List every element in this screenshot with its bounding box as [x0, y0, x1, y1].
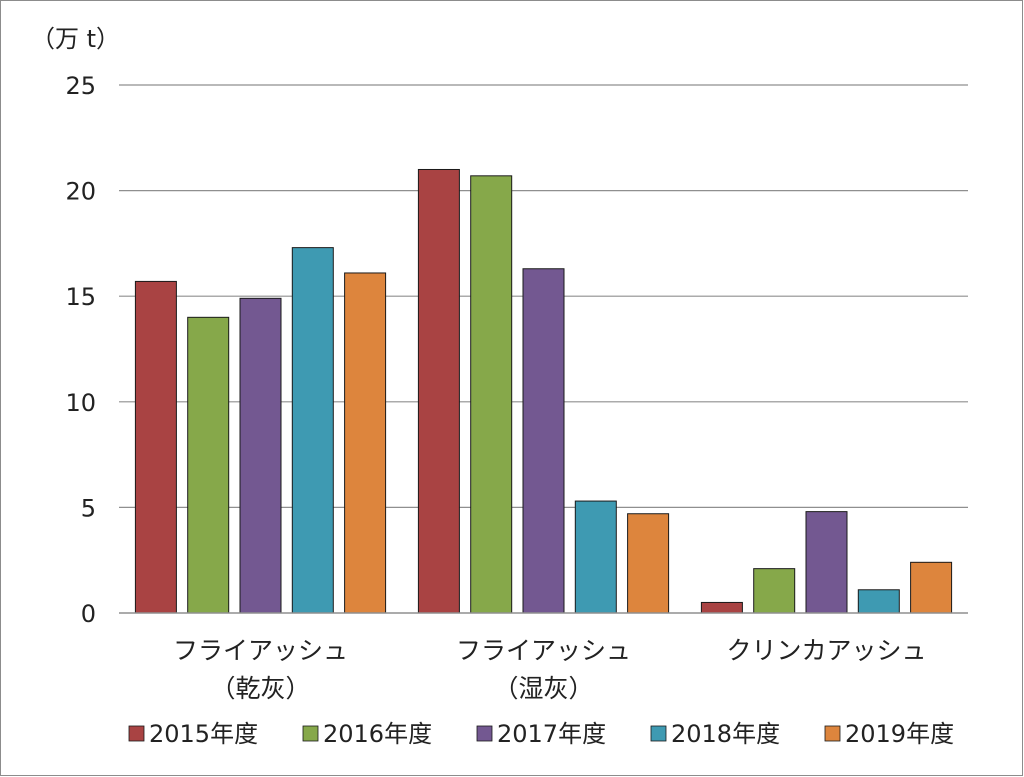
x-category-label-1-line1: フライアッシュ [173, 636, 348, 665]
legend-swatch-2017年度 [476, 725, 493, 742]
x-category-label-1-line2: （乾灰） [210, 674, 310, 703]
legend-label-2018年度: 2018年度 [671, 720, 780, 748]
legend-swatch-2018年度 [650, 725, 667, 742]
legend: 2015年度 2016年度 2017年度 2018年度 2019年度 [128, 720, 954, 748]
bar-2016年度-cat1 [187, 316, 230, 614]
y-tick-label-5: 5 [81, 494, 96, 522]
bar-2017年度-cat2 [522, 268, 565, 614]
y-tick-label-20: 20 [65, 178, 96, 206]
legend-swatch-2015年度 [128, 725, 145, 742]
bar-2017年度-cat3 [805, 511, 848, 614]
legend-label-2017年度: 2017年度 [497, 720, 606, 748]
legend-swatch-2019年度 [824, 725, 841, 742]
bar-2018年度-cat1 [291, 247, 334, 614]
legend-label-2019年度: 2019年度 [845, 720, 954, 748]
y-tick-label-0: 0 [81, 600, 96, 628]
bars [134, 168, 953, 614]
x-category-label-2-line2: （湿灰） [493, 674, 593, 703]
x-category-label-3-line1: クリンカアッシュ [726, 636, 926, 665]
x-axis-categories: フライアッシュ （乾灰） フライアッシュ （湿灰） クリンカアッシュ [173, 636, 927, 703]
unit-label: （万 t） [31, 25, 120, 53]
legend-label-2016年度: 2016年度 [323, 720, 432, 748]
y-tick-label-15: 15 [65, 283, 96, 311]
bar-2016年度-cat3 [753, 568, 796, 614]
y-tick-label-10: 10 [65, 389, 96, 417]
bar-2018年度-cat3 [857, 589, 900, 614]
bar-2019年度-cat1 [344, 272, 387, 614]
x-category-label-2-line1: フライアッシュ [456, 636, 631, 665]
bar-2019年度-cat3 [910, 561, 953, 614]
bar-2015年度-cat2 [417, 168, 460, 614]
bar-2019年度-cat2 [627, 513, 670, 614]
legend-swatch-2016年度 [302, 725, 319, 742]
bar-2018年度-cat2 [574, 500, 617, 614]
legend-label-2015年度: 2015年度 [149, 720, 258, 748]
bar-2017年度-cat1 [239, 297, 282, 614]
y-axis-ticks: 0 5 10 15 20 25 [65, 72, 96, 628]
bar-2016年度-cat2 [470, 175, 513, 614]
bar-2015年度-cat3 [700, 601, 743, 614]
y-tick-label-25: 25 [65, 72, 96, 100]
bar-2015年度-cat1 [134, 280, 177, 614]
